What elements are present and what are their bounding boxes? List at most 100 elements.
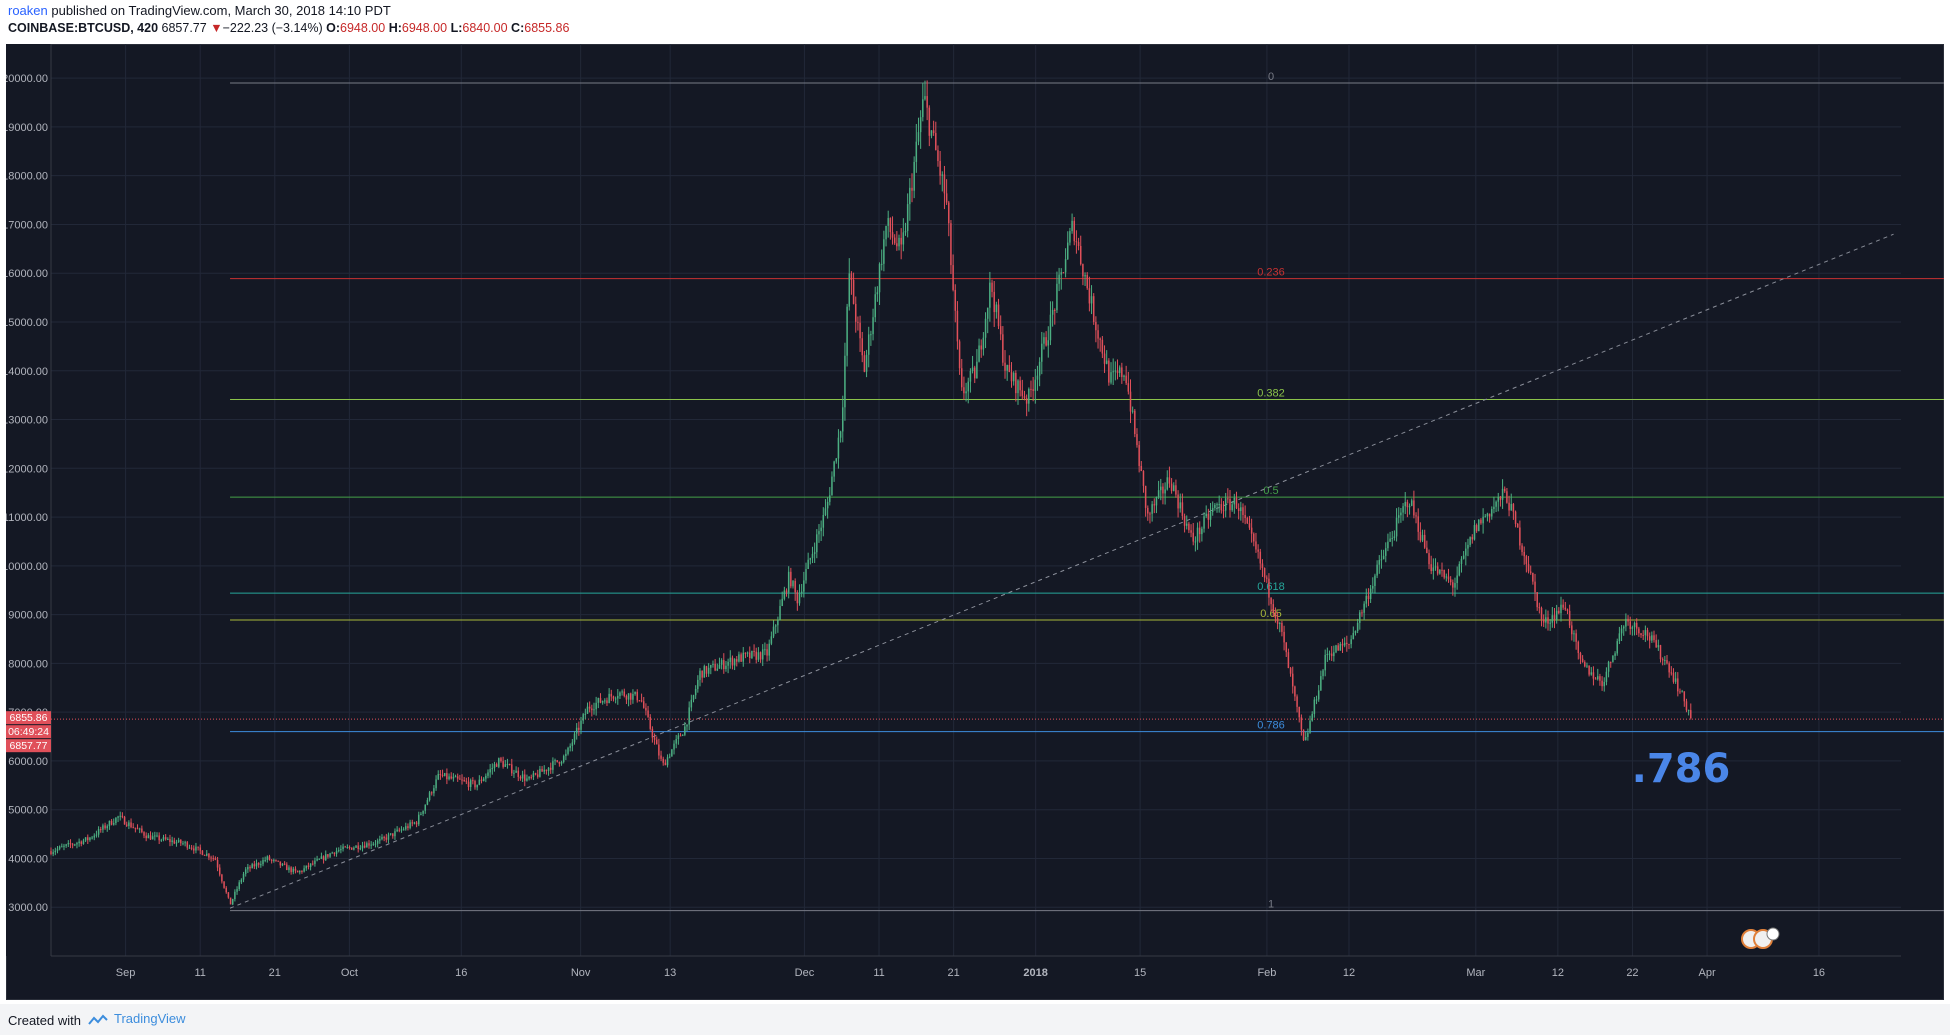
open-value: 6948.00 bbox=[340, 21, 386, 35]
candle-body bbox=[958, 341, 961, 369]
candle-body bbox=[578, 727, 580, 730]
candle-body bbox=[1090, 296, 1093, 304]
candle-body bbox=[1538, 607, 1541, 609]
candle-body bbox=[1467, 544, 1469, 549]
candle-body bbox=[69, 842, 72, 845]
candle-body bbox=[627, 693, 630, 700]
candle-body bbox=[764, 649, 766, 651]
x-tick-label: Feb bbox=[1257, 967, 1276, 979]
candle-body bbox=[294, 868, 297, 871]
candle-body bbox=[673, 743, 675, 750]
candle-body bbox=[1326, 654, 1329, 656]
candle-body bbox=[1017, 380, 1019, 394]
candle-body bbox=[199, 847, 202, 851]
candle-body bbox=[255, 863, 258, 867]
candle-body bbox=[956, 310, 959, 342]
candle-body bbox=[1045, 337, 1047, 346]
candle-body bbox=[1064, 259, 1067, 273]
candle-body bbox=[1097, 330, 1099, 339]
candle-body bbox=[1514, 511, 1517, 524]
candle-body bbox=[491, 768, 494, 770]
candle-body bbox=[1058, 274, 1060, 284]
candle-body bbox=[82, 840, 85, 844]
candle-body bbox=[707, 667, 710, 674]
candle-body bbox=[279, 861, 282, 866]
candle-body bbox=[1369, 588, 1372, 600]
candle-body bbox=[640, 700, 643, 702]
candle-body bbox=[1584, 662, 1586, 667]
candle-body bbox=[1525, 556, 1528, 565]
candle-body bbox=[736, 659, 738, 662]
candle-body bbox=[560, 762, 563, 764]
candle-body bbox=[463, 779, 465, 781]
candle-body bbox=[50, 851, 52, 855]
candle-body bbox=[1118, 367, 1121, 374]
candle-body bbox=[1008, 364, 1011, 373]
candle-body bbox=[251, 864, 253, 869]
candle-body bbox=[1473, 525, 1476, 540]
candle-body bbox=[1672, 672, 1675, 682]
candle-body bbox=[346, 846, 349, 848]
candle-body bbox=[112, 823, 115, 825]
trend-line[interactable] bbox=[229, 233, 1894, 909]
candle-body bbox=[1508, 502, 1510, 511]
tradingview-link[interactable]: TradingView bbox=[88, 1011, 186, 1026]
candle-body bbox=[565, 753, 567, 757]
candle-body bbox=[1374, 575, 1376, 586]
candle-body bbox=[532, 773, 535, 778]
candle-body bbox=[526, 778, 528, 781]
candle-body bbox=[1116, 370, 1119, 374]
candle-body bbox=[720, 660, 723, 665]
event-count-icon[interactable] bbox=[1766, 927, 1780, 941]
fib-level-label: 0.786 bbox=[1257, 720, 1285, 732]
candle-body bbox=[1315, 699, 1318, 701]
candle-body bbox=[1237, 508, 1240, 512]
candle-body bbox=[1397, 515, 1400, 518]
candle-body bbox=[632, 694, 634, 700]
candle-body bbox=[1183, 516, 1186, 526]
candle-body bbox=[206, 853, 208, 856]
candle-body bbox=[1367, 595, 1370, 600]
candle-body bbox=[1250, 527, 1253, 534]
candle-body bbox=[1177, 494, 1179, 509]
author-link[interactable]: roaken bbox=[8, 3, 48, 18]
candle-body bbox=[1004, 362, 1006, 371]
candle-body bbox=[1536, 592, 1538, 608]
candle-body bbox=[1066, 242, 1069, 260]
symbol-name: COINBASE:BTCUSD, 420 bbox=[8, 21, 159, 35]
candle-body bbox=[759, 652, 762, 660]
candle-body bbox=[394, 831, 396, 837]
candle-body bbox=[426, 800, 429, 805]
candle-body bbox=[813, 552, 816, 554]
created-with-text: Created with bbox=[8, 1013, 81, 1028]
price-chart[interactable]: 3000.004000.005000.006000.007000.008000.… bbox=[6, 44, 1944, 1000]
candle-body bbox=[586, 706, 589, 714]
candle-body bbox=[1443, 570, 1445, 578]
candle-body bbox=[467, 781, 470, 788]
candle-body bbox=[809, 558, 812, 560]
price-tag-bg bbox=[6, 711, 51, 725]
candle-body bbox=[1289, 668, 1292, 674]
y-tick-label: 19000.00 bbox=[6, 122, 48, 134]
candle-body bbox=[1597, 676, 1599, 680]
candle-body bbox=[1304, 736, 1307, 741]
candle-body bbox=[1560, 604, 1562, 614]
candle-body bbox=[342, 846, 344, 850]
candle-body bbox=[1547, 617, 1549, 624]
candle-body bbox=[1616, 641, 1618, 654]
candle-body bbox=[314, 860, 316, 864]
candle-body bbox=[1529, 571, 1532, 573]
x-tick-label: 11 bbox=[873, 967, 884, 979]
candle-body bbox=[945, 193, 948, 203]
candle-body bbox=[960, 368, 963, 388]
candle-body bbox=[1082, 264, 1084, 277]
candle-body bbox=[1136, 434, 1138, 446]
candle-body bbox=[1586, 665, 1588, 667]
candle-body bbox=[1224, 498, 1227, 511]
candle-body bbox=[357, 845, 359, 849]
candle-body bbox=[630, 693, 632, 700]
candle-body bbox=[493, 764, 496, 769]
candle-body bbox=[539, 768, 541, 777]
candle-body bbox=[963, 387, 965, 394]
candle-body bbox=[1214, 504, 1216, 509]
